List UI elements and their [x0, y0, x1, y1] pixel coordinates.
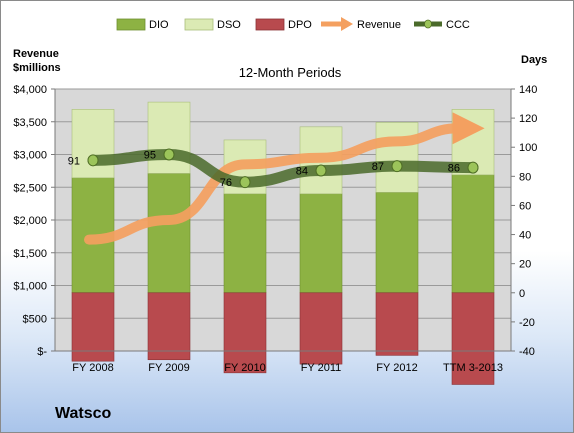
y-right-tick-label: 40 [519, 230, 531, 242]
dpo-bar [299, 292, 343, 365]
legend-label-ccc: CCC [446, 19, 470, 31]
chart-title: 12-Month Periods [1, 65, 573, 80]
ccc-marker [239, 176, 251, 189]
ccc-data-label: 86 [448, 163, 460, 175]
ccc-marker [467, 161, 479, 174]
dio-bar [223, 193, 267, 294]
ccc-data-label: 76 [220, 177, 232, 189]
x-tick-label: FY 2012 [376, 362, 417, 374]
axes: $- $500 $1,000 $1,500 $2,000 $2,500 $3,000 $3,5… [13, 84, 537, 374]
y-right-tick-label: 0 [519, 288, 525, 300]
y-right-tick-label: 120 [519, 113, 537, 125]
legend-swatch-dpo [255, 18, 285, 31]
y-left-tick-label: $- [37, 346, 47, 358]
y-right-tick-label: 20 [519, 259, 531, 271]
legend-label-dio: DIO [149, 19, 169, 31]
company-name: Watsco [55, 405, 112, 422]
y-left-title-line2: $millions [13, 62, 61, 74]
y-right-tick-label: -20 [519, 317, 535, 329]
legend-label-dpo: DPO [288, 19, 312, 31]
y-left-tick-label: $1,000 [13, 281, 47, 293]
ccc-marker [391, 160, 403, 173]
y-left-tick-label: $4,000 [13, 84, 47, 96]
ccc-marker [163, 148, 175, 161]
dso-bar [71, 109, 115, 179]
x-tick-label: FY 2010 [224, 362, 265, 374]
ccc-data-label: 91 [68, 155, 80, 167]
dio-bar [451, 174, 495, 294]
dso-bar [375, 122, 419, 193]
dpo-bar [375, 292, 419, 356]
y-left-tick-label: $2,500 [13, 182, 47, 194]
y-right-tick-label: 60 [519, 200, 531, 212]
dso-bar [147, 101, 191, 174]
y-right-tick-label: -40 [519, 346, 535, 358]
dio-bar [299, 193, 343, 294]
legend-label-revenue: Revenue [357, 19, 401, 31]
ccc-marker [315, 164, 327, 177]
y-right-tick-label: 100 [519, 142, 537, 154]
y-right-tick-label: 80 [519, 171, 531, 183]
dio-bar [147, 173, 191, 294]
y-right-tick-label: 140 [519, 84, 537, 96]
y-left-tick-label: $1,500 [13, 248, 47, 260]
y-left-tick-label: $500 [23, 313, 47, 325]
legend-arrow-head [341, 17, 353, 31]
dpo-bar [71, 292, 115, 362]
dpo-bar [147, 292, 191, 361]
x-tick-label: FY 2008 [72, 362, 113, 374]
ccc-marker [87, 154, 99, 167]
legend-label-dso: DSO [217, 19, 241, 31]
dpo-bar [451, 292, 495, 385]
ccc-data-label: 87 [372, 161, 384, 173]
y-left-tick-label: $2,000 [13, 215, 47, 227]
ccc-data-label: 95 [144, 150, 156, 162]
revenue-series [84, 112, 485, 245]
dpo-bar [223, 292, 267, 374]
x-tick-label: TTM 3-2013 [443, 362, 503, 374]
y-left-title-line1: Revenue [13, 48, 59, 60]
y-left-title: Revenue $millions [13, 47, 61, 75]
legend-ccc-marker [424, 19, 432, 29]
revenue-line [84, 112, 485, 245]
dio-bar [375, 192, 419, 294]
x-tick-label: FY 2009 [148, 362, 189, 374]
chart-title-text: 12-Month Periods [238, 65, 342, 80]
y-right-title: Days [521, 54, 548, 66]
legend: DIO DSO DPO Revenue CCC [116, 17, 470, 31]
ccc-series: 91 95 76 84 87 86 [68, 148, 479, 189]
ccc-data-label: 84 [296, 166, 308, 178]
legend-swatch-dso [184, 18, 214, 31]
y-left-tick-label: $3,000 [13, 150, 47, 162]
legend-swatch-dio [116, 18, 146, 31]
y-left-tick-label: $3,500 [13, 117, 47, 129]
x-tick-label: FY 2011 [301, 362, 342, 374]
